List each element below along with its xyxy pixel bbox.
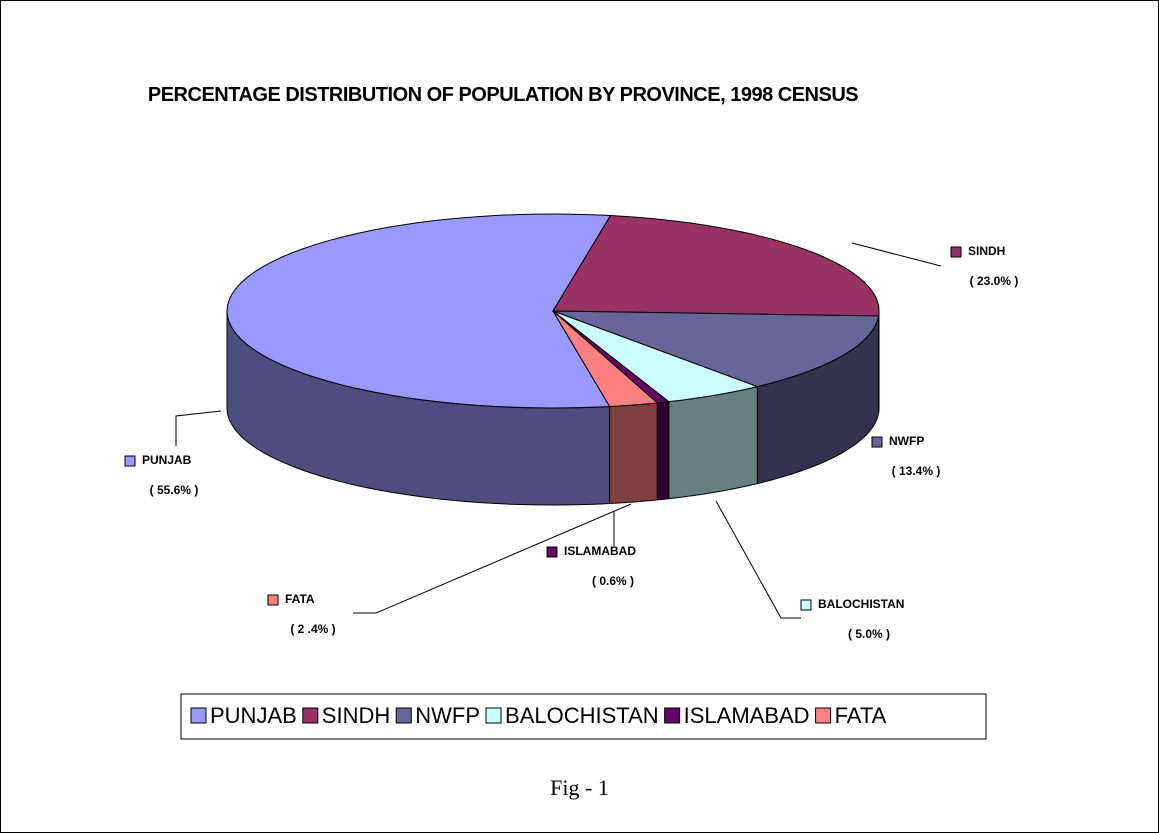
slice: [552, 310, 671, 404]
legend-label: FATA: [835, 703, 887, 728]
slice: [552, 214, 880, 317]
slice-value-label: ( 55.6% ): [150, 483, 199, 497]
caption: Fig - 1: [550, 775, 609, 800]
legend-label: NWFP: [415, 703, 480, 728]
slice: [552, 310, 760, 403]
legend-label: PUNJAB: [210, 703, 297, 728]
label-swatch: [871, 436, 883, 448]
label-swatch: [124, 455, 136, 467]
legend-swatch: [190, 707, 207, 724]
slice-side: [609, 402, 658, 504]
slice-value-label: ( 23.0% ): [970, 274, 1019, 288]
label-swatch: [267, 594, 279, 606]
slice-label: FATA: [285, 592, 315, 606]
legend-swatch: [302, 707, 319, 724]
legend-label: SINDH: [322, 703, 390, 728]
slice-side: [656, 401, 670, 501]
slice-label: NWFP: [889, 434, 924, 448]
label-swatch: [800, 599, 812, 611]
slice: [552, 310, 659, 407]
slice-value-label: ( 5.0% ): [848, 627, 890, 641]
label-swatch: [546, 546, 558, 558]
slice: [552, 310, 880, 388]
legend-label: BALOCHISTAN: [505, 703, 659, 728]
leader-line: [175, 410, 222, 446]
slice-value-label: ( 0.6% ): [592, 574, 634, 588]
chart-title: PERCENTAGE DISTRIBUTION OF POPULATION BY…: [147, 84, 859, 106]
legend-swatch: [664, 707, 681, 724]
label-swatch: [950, 246, 962, 258]
leader-line: [715, 500, 801, 619]
slice: [226, 213, 612, 409]
slice-value-label: ( 13.4% ): [892, 464, 941, 478]
slice-label: PUNJAB: [142, 453, 192, 467]
slice-label: SINDH: [968, 244, 1005, 258]
legend-swatch: [395, 707, 412, 724]
leader-line: [353, 503, 632, 614]
legend-swatch: [815, 707, 832, 724]
slice-label: ISLAMABAD: [564, 544, 636, 558]
slice-value-label: ( 2 .4% ): [290, 622, 335, 636]
leader-line: [851, 242, 942, 267]
slice-label: BALOCHISTAN: [818, 597, 904, 611]
legend-label: ISLAMABAD: [684, 703, 810, 728]
slice-side: [668, 385, 758, 500]
legend-swatch: [485, 707, 502, 724]
